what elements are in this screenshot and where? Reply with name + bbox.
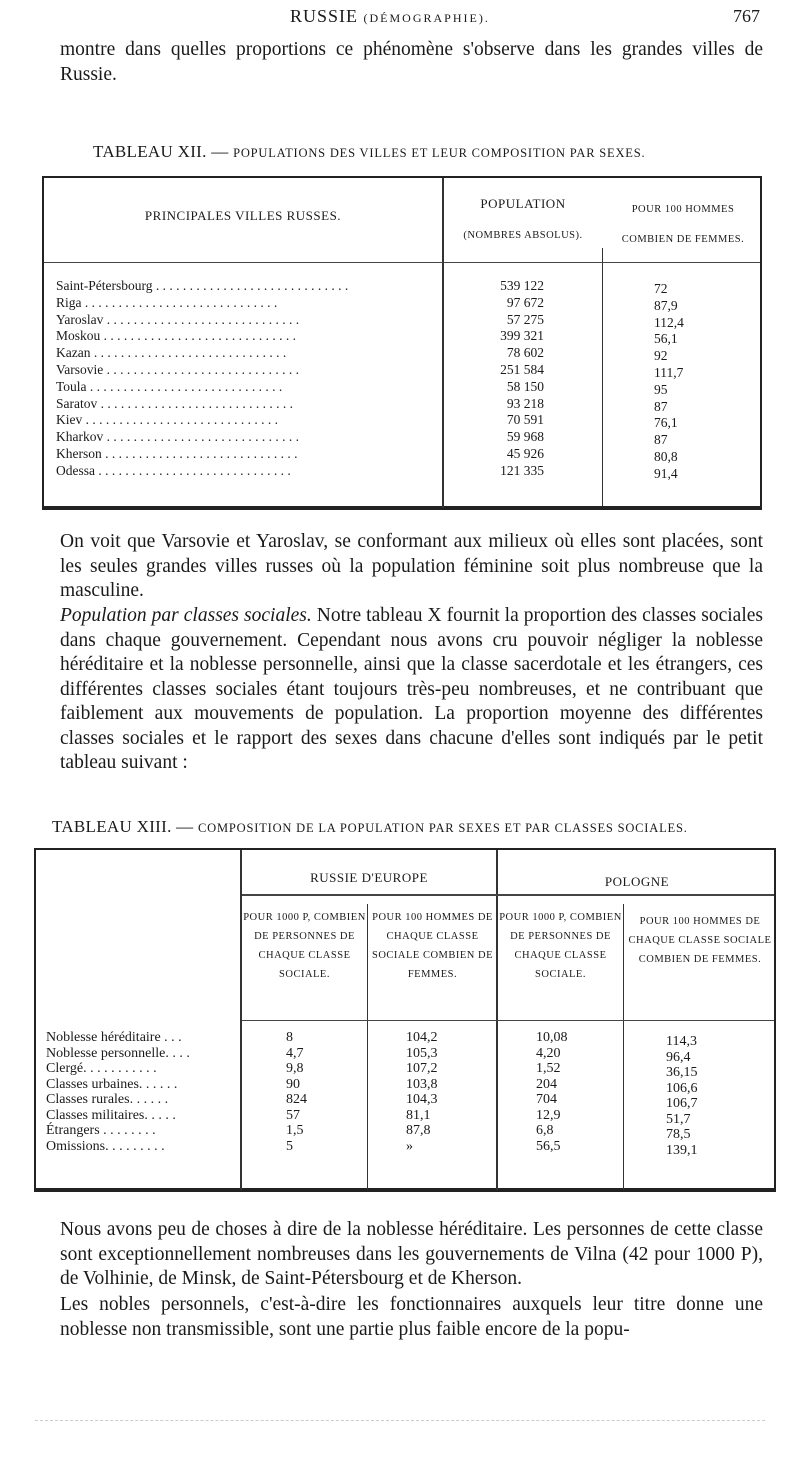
cell-b: 104,3 [406,1092,438,1107]
table-row-city: Toula . . . . . . . . . . . . . . . . . … [56,378,283,394]
table-row-city: Saratov . . . . . . . . . . . . . . . . … [56,395,293,411]
table-row-city: Kharkov . . . . . . . . . . . . . . . . … [56,429,299,445]
cell-c: 6,8 [536,1123,554,1138]
cell-a: 824 [286,1092,307,1107]
paragraph-3: Nous avons peu de choses à dire de la no… [60,1219,763,1289]
ratio-cell: 95 [654,381,668,397]
table-row-class: Omissions. . . . . . . . . [46,1138,165,1154]
cell-a: 1,5 [286,1123,304,1138]
intro-text: montre dans quelles proportions ce phéno… [60,39,763,85]
paragraph-4: Les nobles personnels, c'est-à-dire les … [60,1294,763,1340]
cell-a: 57 [286,1107,300,1123]
cell-d: 114,3 [666,1034,697,1049]
cell-d: 51,7 [666,1111,691,1127]
ratio-cell: 87,9 [654,297,678,313]
cell-c: 704 [536,1092,557,1107]
table-row-class: Étrangers . . . . . . . . [46,1123,156,1138]
cell-b: 105,3 [406,1045,438,1061]
table-row-city: Varsovie . . . . . . . . . . . . . . . .… [56,362,299,377]
table-row-city: Riga . . . . . . . . . . . . . . . . . .… [56,294,278,310]
cell-a: 4,7 [286,1045,304,1061]
table-row-city: Yaroslav . . . . . . . . . . . . . . . .… [56,311,300,327]
page-number: 767 [733,6,760,26]
table-row-class: Classes urbaines. . . . . . [46,1076,178,1092]
cell-d: 106,7 [666,1096,698,1111]
table-row-city: Saint-Pétersbourg . . . . . . . . . . . … [56,278,349,293]
cell-b: 87,8 [406,1123,431,1138]
table-row-city: Kiev . . . . . . . . . . . . . . . . . .… [56,412,278,428]
table-row-class: Classes militaires. . . . . [46,1107,176,1123]
cell-c: 4,20 [536,1045,561,1061]
cell-d: 106,6 [666,1080,698,1096]
cell-b: » [406,1138,413,1154]
group-russie: RUSSIE D'EUROPE [310,870,428,885]
population-cell: 58 150 [506,378,544,394]
population-cell: 539 122 [500,278,544,293]
cell-a: 9,8 [286,1061,304,1076]
table-row-city: Moskou . . . . . . . . . . . . . . . . .… [56,328,297,344]
ratio-cell: 91,4 [654,465,678,481]
cell-b: 104,2 [406,1030,438,1045]
cell-b: 81,1 [406,1107,431,1123]
table-row-city: Kazan . . . . . . . . . . . . . . . . . … [56,345,287,361]
table12-caption: TABLEAU XII. — Populations des villes et… [93,142,646,161]
cell-a: 8 [286,1030,293,1045]
cell-b: 103,8 [406,1076,438,1092]
cell-d: 36,15 [666,1065,698,1080]
cell-c: 56,5 [536,1138,561,1154]
cell-a: 90 [286,1076,300,1092]
table-row-class: Noblesse personnelle. . . . [46,1045,190,1061]
table-12: PRINCIPALES VILLES RUSSES. POPULATION (N… [42,176,762,510]
table-row-class: Clergé. . . . . . . . . . . [46,1061,157,1076]
col-city-header: PRINCIPALES VILLES RUSSES. [144,208,342,223]
population-cell: 57 275 [506,311,544,327]
paragraph-1: On voit que Varsovie et Yaroslav, se con… [60,531,763,601]
cell-d: 139,1 [666,1142,698,1158]
table-row-class: Classes rurales. . . . . . [46,1092,169,1107]
table-13: RUSSIE D'EUROPE POLOGNE POUR 1000 P, COM… [34,848,776,1192]
paragraph-2: Population par classes sociales. Notre t… [60,605,763,773]
ratio-cell: 112,4 [654,314,684,330]
population-cell: 59 968 [506,429,544,445]
population-cell: 70 591 [506,412,544,428]
cell-c: 204 [536,1076,557,1092]
ratio-cell: 111,7 [654,365,684,380]
ratio-cell: 72 [654,281,668,296]
table-row-class: Noblesse héréditaire . . . [46,1030,182,1045]
cell-b: 107,2 [406,1061,438,1076]
cell-d: 78,5 [666,1127,691,1142]
cell-d: 96,4 [666,1049,691,1065]
col-pop-header: POPULATION [480,196,566,211]
ratio-cell: 80,8 [654,449,678,464]
population-cell: 251 584 [500,362,544,377]
cell-c: 10,08 [536,1030,568,1045]
header-title: RUSSIE (DÉMOGRAPHIE). [290,6,490,26]
population-cell: 78 602 [506,345,544,361]
population-cell: 45 926 [506,446,544,461]
ratio-cell: 56,1 [654,331,678,347]
table-row-city: Odessa . . . . . . . . . . . . . . . . .… [56,462,291,478]
population-cell: 399 321 [500,328,544,344]
cell-c: 12,9 [536,1107,561,1123]
group-pologne: POLOGNE [604,874,670,889]
population-cell: 97 672 [506,294,544,310]
population-cell: 93 218 [506,395,544,411]
population-cell: 121 335 [500,462,544,478]
footer-line [35,1420,765,1421]
ratio-cell: 87 [654,432,668,448]
ratio-cell: 92 [654,348,668,364]
ratio-cell: 76,1 [654,415,678,431]
cell-a: 5 [286,1138,293,1154]
cell-c: 1,52 [536,1061,561,1076]
ratio-cell: 87 [654,398,668,414]
table-row-city: Kherson . . . . . . . . . . . . . . . . … [56,446,298,461]
table13-caption: TABLEAU XIII. — Composition de la popula… [52,817,688,836]
col-ratio-header: POUR 100 HOMMES [631,204,735,215]
